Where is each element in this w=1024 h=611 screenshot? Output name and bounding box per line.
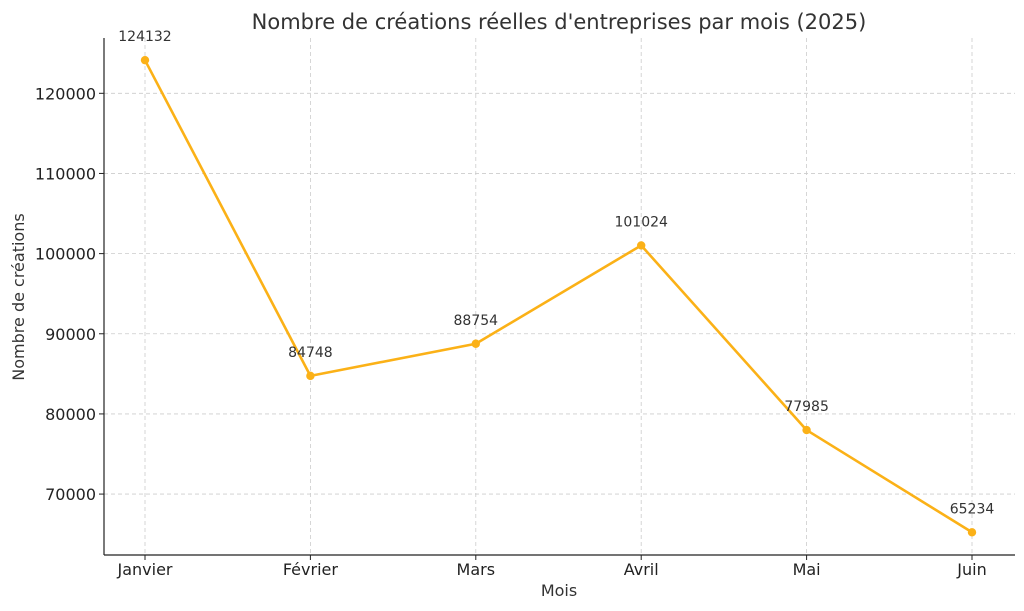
series-line: [143, 59, 973, 534]
y-tick-label: 120000: [35, 84, 96, 103]
x-axis-label: Mois: [541, 581, 577, 600]
y-tick-label: 80000: [45, 405, 96, 424]
data-label: 124132: [118, 29, 171, 45]
chart-title: Nombre de créations réelles d'entreprise…: [252, 10, 867, 34]
y-axis-label: Nombre de créations: [9, 213, 28, 380]
data-label: 84748: [288, 345, 333, 361]
x-tick-label: Mars: [457, 560, 496, 579]
y-gridlines: [104, 92, 1015, 495]
data-point: [637, 241, 646, 250]
data-labels: 124132 84748 88754 101024 77985 65234: [118, 29, 994, 517]
data-label: 101024: [614, 214, 668, 230]
y-tick-label: 70000: [45, 485, 96, 504]
data-label: 88754: [454, 313, 499, 329]
x-tick-label: Avril: [624, 560, 659, 579]
data-label: 65234: [950, 501, 995, 517]
y-tick-label: 110000: [35, 164, 96, 183]
y-tick-label: 100000: [35, 245, 96, 264]
x-axis-ticks: Janvier Février Mars Avril Mai Juin: [117, 555, 987, 579]
y-axis-ticks: 70000 80000 90000 100000 110000 120000: [35, 84, 104, 504]
x-tick-label: Janvier: [117, 560, 173, 579]
data-point: [802, 425, 811, 435]
data-point: [967, 528, 977, 537]
data-points: [140, 55, 977, 537]
data-label: 77985: [784, 399, 829, 415]
x-gridlines: [144, 38, 973, 555]
data-point: [471, 339, 480, 348]
data-point: [306, 371, 315, 381]
x-tick-label: Février: [283, 560, 339, 579]
x-tick-label: Mai: [793, 560, 821, 579]
data-point: [140, 55, 150, 65]
x-tick-label: Juin: [956, 560, 986, 579]
y-tick-label: 90000: [45, 325, 96, 344]
